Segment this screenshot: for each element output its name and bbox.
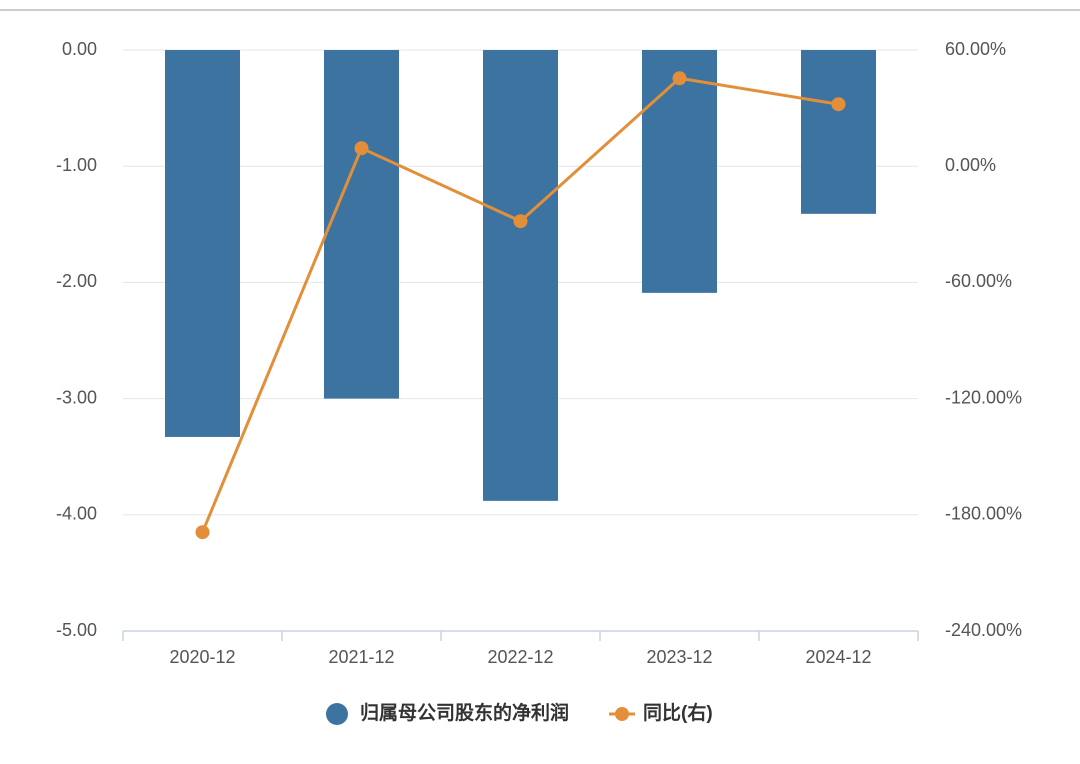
line-point [513, 214, 528, 229]
x-tick-label: 2022-12 [487, 647, 553, 667]
line-point [672, 71, 687, 86]
bar [324, 50, 399, 399]
bar [801, 50, 876, 214]
y-tick-label: -5.00 [56, 620, 97, 640]
y-tick-label: -3.00 [56, 387, 97, 407]
bar [165, 50, 240, 437]
legend-label: 归属母公司股东的净利润 [360, 701, 569, 724]
x-tick-label: 2021-12 [328, 647, 394, 667]
line-point [831, 97, 846, 112]
x-tick-label: 2020-12 [169, 647, 235, 667]
x-tick-label: 2023-12 [646, 647, 712, 667]
legend-label: 同比(右) [643, 701, 713, 724]
y-tick-label: 0.00 [62, 39, 97, 59]
y2-tick-label: -180.00% [945, 504, 1022, 524]
y-tick-label: -1.00 [56, 155, 97, 175]
y-tick-label: -4.00 [56, 504, 97, 524]
legend-marker [326, 703, 348, 725]
y2-tick-label: 0.00% [945, 155, 996, 175]
y2-tick-label: 60.00% [945, 39, 1006, 59]
x-tick-label: 2024-12 [805, 647, 871, 667]
legend-marker [615, 707, 630, 721]
line-point [195, 525, 210, 540]
line-point [354, 141, 369, 156]
y2-tick-label: -60.00% [945, 271, 1012, 291]
y2-tick-label: -120.00% [945, 387, 1022, 407]
bar [483, 50, 558, 501]
y2-tick-label: -240.00% [945, 620, 1022, 640]
bar [642, 50, 717, 293]
y-tick-label: -2.00 [56, 271, 97, 291]
